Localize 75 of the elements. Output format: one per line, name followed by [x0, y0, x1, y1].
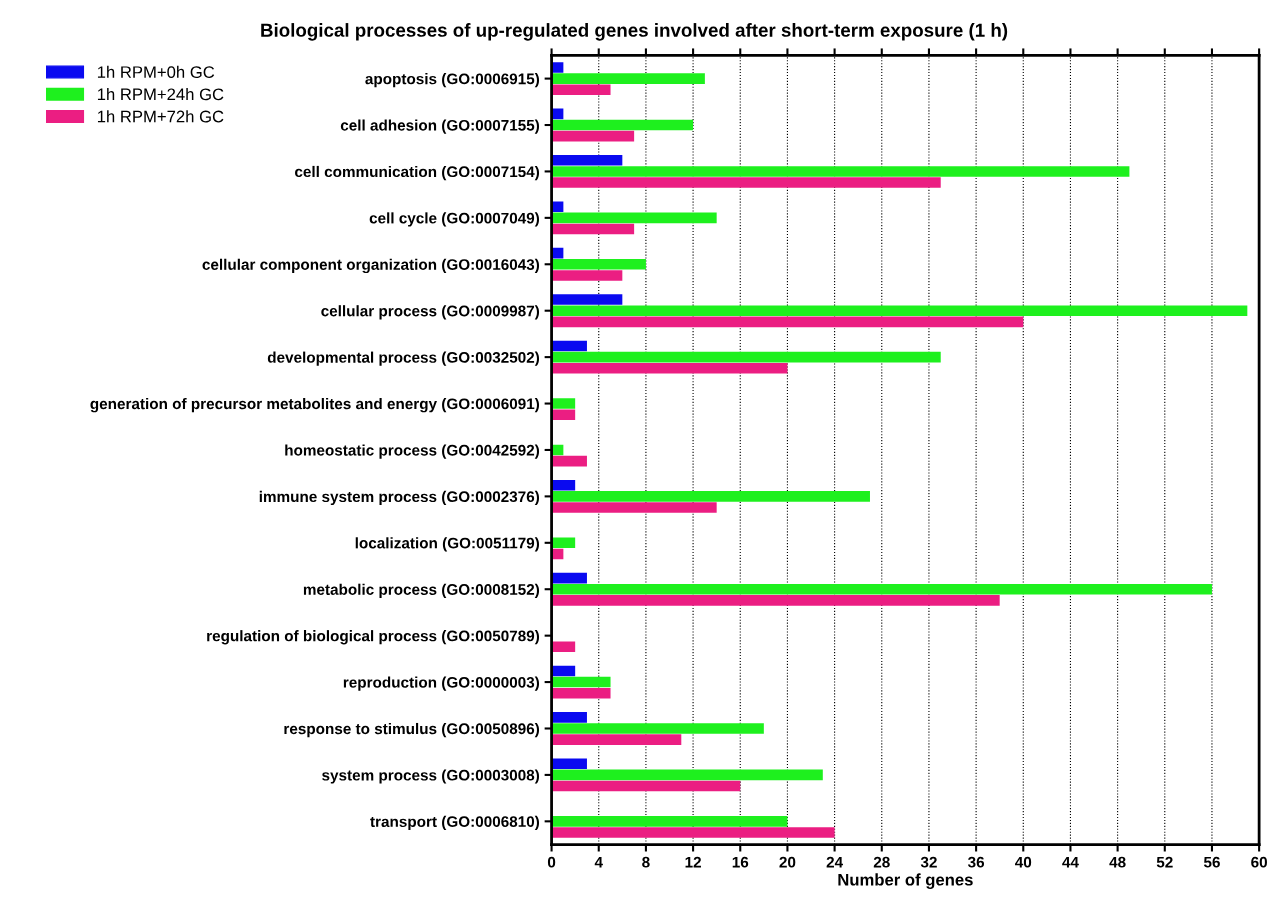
x-tick-label: 36 [967, 856, 985, 868]
y-tick-label: homeostatic process (GO:0042592) [285, 444, 540, 459]
bar [551, 734, 682, 745]
bar [551, 351, 941, 363]
y-tick-label: cell adhesion (GO:0007155) [340, 119, 540, 134]
bar [551, 676, 611, 688]
x-tick-label: 12 [685, 856, 701, 868]
x-tick-label: 8 [642, 856, 650, 868]
bar [551, 340, 587, 352]
bar [551, 177, 941, 188]
bar [551, 270, 623, 281]
bar [551, 166, 1130, 177]
y-tick-label: regulation of biological process (GO:0050789) [207, 630, 540, 645]
bar [551, 827, 835, 838]
x-tick-label: 40 [1015, 856, 1032, 868]
legend-label: 1h RPM+24h GC [97, 87, 224, 101]
y-tick-label: immune system process (GO:0002376) [259, 490, 540, 506]
legend-label: 1h RPM+0h GC [97, 65, 215, 79]
bar [551, 73, 705, 84]
x-tick-label: 4 [594, 856, 603, 868]
bar [551, 212, 717, 224]
bar [551, 769, 823, 781]
bar [551, 84, 611, 96]
y-tick-label: localization (GO:0051179) [355, 537, 540, 552]
y-tick-label: transport (GO:0006810) [370, 815, 540, 831]
bar [551, 398, 576, 409]
bar [551, 780, 741, 792]
bar [551, 119, 694, 131]
bar [551, 583, 1212, 595]
bar [551, 723, 764, 734]
bar [551, 502, 717, 513]
bar [551, 223, 635, 235]
bar [551, 130, 635, 142]
y-tick-label: metabolic process (GO:0008152) [303, 583, 540, 598]
bar [551, 409, 576, 420]
x-tick-label: 60 [1251, 856, 1267, 868]
bar [551, 816, 788, 827]
y-tick-label: cellular component organization (GO:0016043) [202, 258, 540, 274]
bar [551, 455, 587, 467]
y-tick-label: response to stimulus (GO:0050896) [284, 722, 540, 738]
bar [551, 479, 576, 491]
y-tick-label: apoptosis (GO:0006915) [365, 73, 540, 88]
y-tick-label: generation of precursor metabolites and energy (GO:0006091) [90, 398, 540, 413]
legend-label: 1h RPM+72h GC [97, 110, 224, 123]
bar [551, 687, 611, 699]
bar [551, 641, 576, 653]
bar [551, 712, 587, 723]
y-tick-label: reproduction (GO:0000003) [343, 676, 540, 691]
bar [551, 572, 587, 584]
bar [551, 155, 623, 166]
bar [551, 316, 1024, 328]
y-tick-label: cell communication (GO:0007154) [295, 165, 540, 181]
bar [551, 305, 1248, 316]
y-tick-label: developmental process (GO:0032502) [267, 351, 540, 366]
x-tick-label: 28 [873, 856, 890, 868]
x-tick-label: 16 [732, 856, 749, 868]
y-tick-label: cell cycle (GO:0007049) [369, 212, 540, 227]
x-tick-label: 44 [1062, 856, 1079, 868]
x-tick-label: 24 [826, 856, 844, 868]
bar [551, 758, 587, 770]
bar [551, 491, 870, 502]
x-tick-label: 48 [1109, 856, 1126, 868]
x-tick-label: 56 [1203, 856, 1220, 868]
x-tick-label: 32 [920, 856, 937, 868]
chart-title: Biological processes of up-regulated genes involved after short-term exposure (1 h) [261, 23, 1008, 41]
y-tick-label: system process (GO:0003008) [322, 769, 540, 784]
x-tick-label: 20 [779, 856, 796, 868]
bar [551, 362, 788, 374]
bar [551, 258, 646, 270]
x-tick-label: 52 [1156, 856, 1173, 868]
y-tick-label: cellular process (GO:0009987) [321, 305, 540, 320]
x-axis-title: Number of genes [838, 873, 973, 889]
bar [551, 595, 1000, 606]
bar [551, 294, 623, 305]
x-tick-label: 0 [547, 856, 556, 868]
